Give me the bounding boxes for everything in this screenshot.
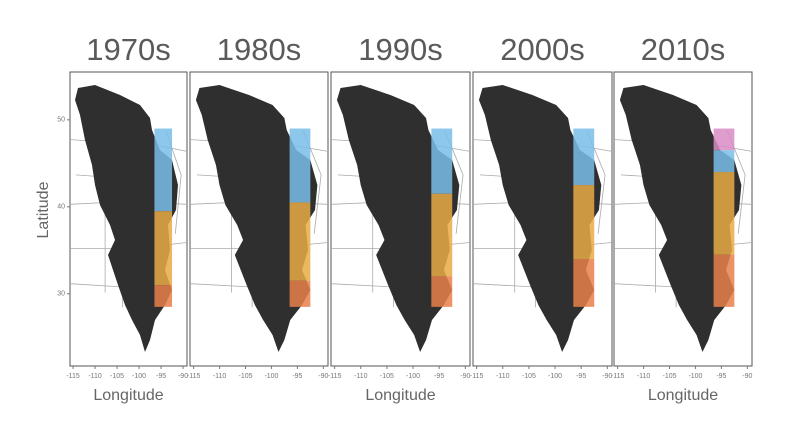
x-tick-label: -115 [611,373,625,380]
latitude-band [713,128,735,151]
latitude-band [154,211,173,286]
y-tick-label: 30 [57,291,65,298]
panel-title: 2010s [641,32,725,67]
x-tick-label: -95 [434,373,444,380]
latitude-band [573,259,595,307]
x-tick-label: -90 [178,373,188,380]
y-axis-label: Latitude [35,181,52,238]
x-tick-label: -95 [156,373,166,380]
x-tick-label: -90 [602,373,612,380]
latitude-band [573,185,595,260]
x-tick-label: -95 [716,373,726,380]
x-tick-label: -115 [470,373,484,380]
latitude-band [431,193,453,277]
x-tick-label: -100 [132,373,146,380]
x-tick-label: -105 [380,373,394,380]
x-tick-label: -105 [663,373,677,380]
x-tick-label: -90 [742,373,752,380]
x-tick-label: -100 [548,373,562,380]
x-axis-label: Longitude [365,387,435,404]
x-tick-label: -90 [318,373,328,380]
x-tick-label: -90 [460,373,470,380]
x-tick-label: -100 [688,373,702,380]
x-tick-label: -100 [406,373,420,380]
x-tick-label: -115 [66,373,80,380]
latitude-band [431,276,453,307]
latitude-band [573,128,595,186]
latitude-band [289,202,311,281]
latitude-band [154,285,173,307]
latitude-band [713,254,735,307]
panel-title: 2000s [500,32,584,67]
x-axis-label: Longitude [93,387,163,404]
basin [619,85,742,352]
panel-title: 1980s [217,32,301,67]
latitude-band [713,172,735,255]
x-tick-label: -115 [187,373,201,380]
latitude-band [289,128,311,203]
latitude-band [431,128,453,194]
x-tick-label: -105 [239,373,253,380]
latitude-band [289,280,311,307]
panel-title: 1990s [358,32,442,67]
x-tick-label: -100 [264,373,278,380]
panel-title: 1970s [86,32,170,67]
x-axis-label: Longitude [648,387,718,404]
x-tick-label: -110 [88,373,102,380]
latitude-band [713,150,735,173]
x-tick-label: -110 [637,373,651,380]
x-tick-label: -110 [213,373,227,380]
x-tick-label: -105 [110,373,124,380]
basin [478,85,602,352]
basin [75,85,178,352]
x-tick-label: -95 [292,373,302,380]
basin [195,85,318,352]
x-tick-label: -110 [354,373,368,380]
x-tick-label: -105 [522,373,536,380]
y-tick-label: 40 [57,204,65,211]
latitude-band [154,128,173,212]
basin [336,85,460,352]
x-tick-label: -95 [576,373,586,380]
x-tick-label: -115 [328,373,342,380]
x-tick-label: -110 [496,373,510,380]
y-tick-label: 50 [57,117,65,124]
